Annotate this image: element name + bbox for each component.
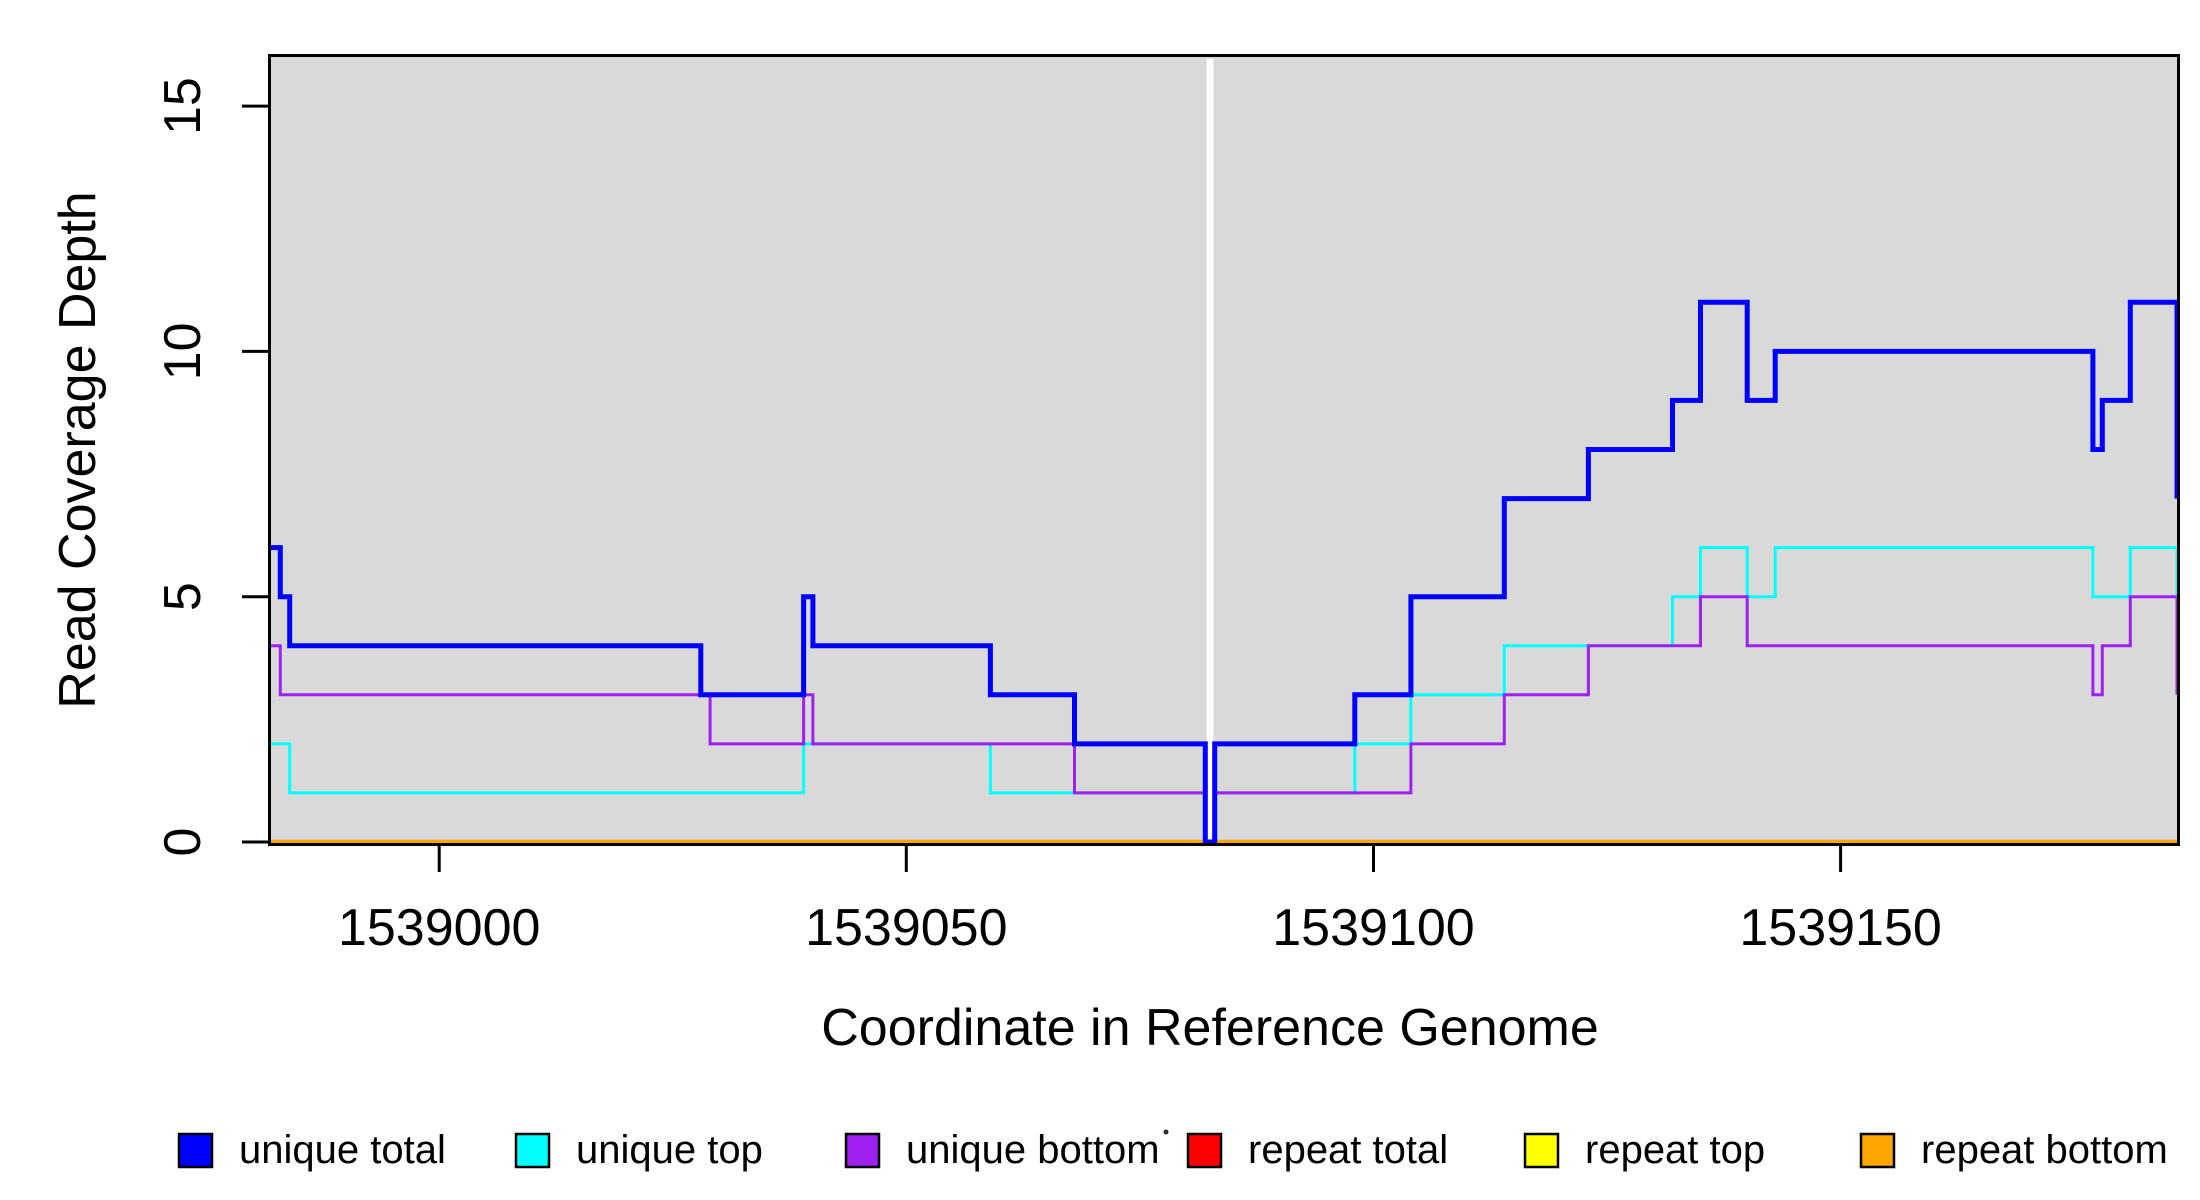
plot-border — [268, 54, 2180, 846]
x-axis-tick-label: 1539050 — [805, 899, 1007, 957]
y-axis-tick-label: 10 — [154, 322, 212, 380]
legend-swatch-unique-top — [514, 1132, 551, 1169]
x-axis-tick-label: 1539150 — [1739, 899, 1941, 957]
white-position-marker-line — [1206, 59, 1214, 841]
legend-label-repeat-top: repeat top — [1585, 1128, 1765, 1172]
legend-swatch-unique-bottom — [844, 1132, 881, 1169]
x-axis-tick-label: 1539000 — [338, 899, 540, 957]
legend-swatch-repeat-top — [1523, 1132, 1560, 1169]
series-line-unique-bottom — [271, 595, 2179, 844]
y-axis-tick-label: 0 — [154, 828, 212, 857]
y-axis-tick-label: 15 — [154, 77, 212, 135]
legend-label-unique-top: unique top — [576, 1128, 763, 1172]
plot-background — [271, 57, 2177, 842]
legend-swatch-unique-total — [177, 1132, 214, 1169]
y-axis-title: Read Coverage Depth — [49, 191, 107, 708]
legend-swatch-repeat-bottom — [1859, 1132, 1896, 1169]
legend-swatch-repeat-total — [1186, 1132, 1223, 1169]
legend-label-unique-bottom: unique bottom — [906, 1128, 1160, 1172]
legend-label-unique-total: unique total — [239, 1128, 446, 1172]
stray-dot-artifact — [1163, 1129, 1169, 1135]
legend-label-repeat-total: repeat total — [1248, 1128, 1448, 1172]
legend-label-repeat-bottom: repeat bottom — [1921, 1128, 2168, 1172]
series-line-unique-total — [271, 299, 2180, 845]
x-axis-tick-label: 1539100 — [1272, 899, 1474, 957]
x-axis-title: Coordinate in Reference Genome — [821, 999, 1599, 1057]
y-axis-tick-label: 5 — [154, 582, 212, 611]
